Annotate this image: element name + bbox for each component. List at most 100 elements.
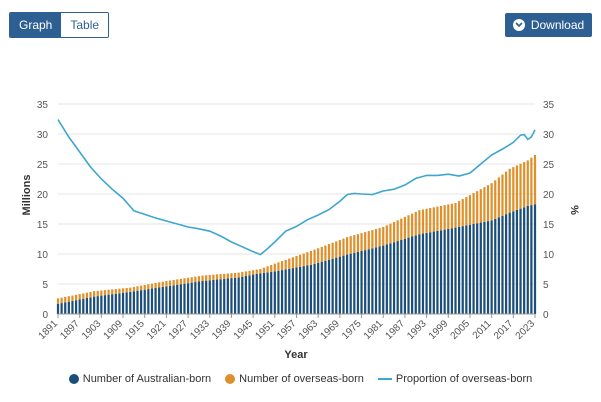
bar-australian-born bbox=[454, 227, 457, 314]
x-tick-label: 1903 bbox=[80, 318, 104, 342]
y-tick-label: 0 bbox=[42, 310, 48, 321]
y-tick-label: 25 bbox=[37, 160, 49, 171]
bar-australian-born bbox=[100, 295, 103, 314]
bar-australian-born bbox=[472, 224, 475, 314]
legend-australian-born[interactable]: Number of Australian-born bbox=[68, 373, 211, 385]
y-right-tick-label: 25 bbox=[543, 160, 555, 171]
bar-overseas-born bbox=[371, 230, 374, 249]
bar-overseas-born bbox=[360, 233, 363, 251]
bar-australian-born bbox=[259, 273, 262, 314]
bar-australian-born bbox=[107, 294, 110, 314]
bar-overseas-born bbox=[530, 157, 533, 206]
bar-australian-born bbox=[389, 243, 392, 314]
bar-overseas-born bbox=[302, 253, 305, 267]
bar-australian-born bbox=[403, 238, 407, 314]
bar-australian-born bbox=[226, 278, 229, 314]
x-tick-label: 1933 bbox=[188, 318, 212, 342]
bar-australian-born bbox=[450, 228, 453, 314]
bar-overseas-born bbox=[56, 298, 60, 304]
bar-overseas-born bbox=[244, 271, 248, 276]
bar-australian-born bbox=[252, 274, 255, 314]
bar-australian-born bbox=[501, 215, 504, 314]
y-tick-label: 10 bbox=[37, 250, 49, 261]
bar-overseas-born bbox=[230, 273, 233, 279]
bar-overseas-born bbox=[237, 272, 240, 278]
bar-australian-born bbox=[280, 270, 284, 314]
bar-australian-born bbox=[331, 258, 334, 314]
bar-overseas-born bbox=[501, 174, 504, 216]
download-button[interactable]: Download bbox=[505, 13, 592, 37]
bar-overseas-born bbox=[176, 279, 179, 285]
bar-australian-born bbox=[284, 269, 287, 314]
bar-overseas-born bbox=[425, 208, 428, 233]
bar-australian-born bbox=[508, 212, 511, 314]
bar-overseas-born bbox=[197, 276, 201, 282]
bar-overseas-born bbox=[89, 291, 92, 298]
bar-overseas-born bbox=[490, 183, 493, 221]
graph-tab[interactable]: Graph bbox=[10, 13, 62, 37]
legend-proportion[interactable]: Proportion of overseas-born bbox=[377, 373, 532, 385]
bar-australian-born bbox=[490, 220, 493, 314]
bar-australian-born bbox=[476, 223, 479, 314]
bar-overseas-born bbox=[458, 201, 461, 227]
bar-australian-born bbox=[194, 282, 197, 314]
y-tick-label: 30 bbox=[37, 130, 49, 141]
bar-australian-born bbox=[208, 280, 211, 314]
bar-australian-born bbox=[432, 231, 435, 314]
bar-overseas-born bbox=[508, 168, 511, 213]
bar-overseas-born bbox=[327, 244, 331, 260]
bar-australian-born bbox=[262, 272, 266, 314]
bar-overseas-born bbox=[158, 282, 161, 288]
bar-australian-born bbox=[411, 236, 414, 314]
bar-australian-born bbox=[418, 234, 421, 314]
y-right-tick-label: 30 bbox=[543, 130, 555, 141]
bar-australian-born bbox=[237, 277, 240, 314]
bar-australian-born bbox=[288, 268, 291, 314]
bar-overseas-born bbox=[154, 282, 157, 289]
bar-australian-born bbox=[465, 225, 468, 314]
x-tick-label: 1969 bbox=[318, 318, 342, 342]
x-tick-label: 2005 bbox=[449, 318, 473, 342]
bar-australian-born bbox=[342, 255, 345, 314]
bar-australian-born bbox=[244, 276, 248, 314]
bar-australian-born bbox=[118, 293, 121, 314]
bar-australian-born bbox=[396, 241, 399, 314]
bar-overseas-born bbox=[472, 193, 475, 224]
table-tab[interactable]: Table bbox=[61, 13, 109, 37]
bar-australian-born bbox=[179, 284, 182, 314]
bar-australian-born bbox=[512, 211, 515, 314]
bar-australian-born bbox=[205, 280, 208, 314]
bar-australian-born bbox=[439, 230, 443, 314]
y-right-tick-label: 5 bbox=[543, 280, 549, 291]
bar-australian-born bbox=[306, 265, 309, 314]
bar-overseas-born bbox=[403, 216, 407, 239]
bar-australian-born bbox=[183, 283, 186, 314]
bar-overseas-born bbox=[356, 234, 360, 252]
bar-australian-born bbox=[277, 270, 280, 314]
bar-overseas-born bbox=[147, 284, 150, 290]
x-tick-label: 1939 bbox=[210, 318, 234, 342]
bar-australian-born bbox=[327, 259, 331, 314]
bar-australian-born bbox=[161, 286, 164, 314]
x-tick-label: 1963 bbox=[297, 318, 321, 342]
legend-overseas-born[interactable]: Number of overseas-born bbox=[225, 373, 364, 385]
bar-australian-born bbox=[295, 267, 298, 314]
bar-overseas-born bbox=[324, 245, 327, 261]
bar-overseas-born bbox=[338, 239, 341, 257]
bar-overseas-born bbox=[486, 185, 490, 222]
bar-australian-born bbox=[356, 251, 360, 314]
bar-overseas-born bbox=[233, 272, 237, 278]
bar-australian-born bbox=[497, 217, 500, 314]
x-tick-label: 1951 bbox=[253, 318, 277, 342]
y-tick-label: 5 bbox=[42, 280, 48, 291]
bar-australian-born bbox=[353, 252, 356, 314]
bar-australian-born bbox=[429, 232, 432, 314]
x-tick-label: 1987 bbox=[384, 318, 408, 342]
y-tick-label: 15 bbox=[37, 220, 49, 231]
bar-australian-born bbox=[74, 300, 78, 314]
bar-overseas-born bbox=[100, 290, 103, 296]
proportion-line bbox=[57, 119, 536, 256]
legend-overseas-born-marker bbox=[225, 374, 236, 384]
bar-australian-born bbox=[121, 292, 125, 314]
